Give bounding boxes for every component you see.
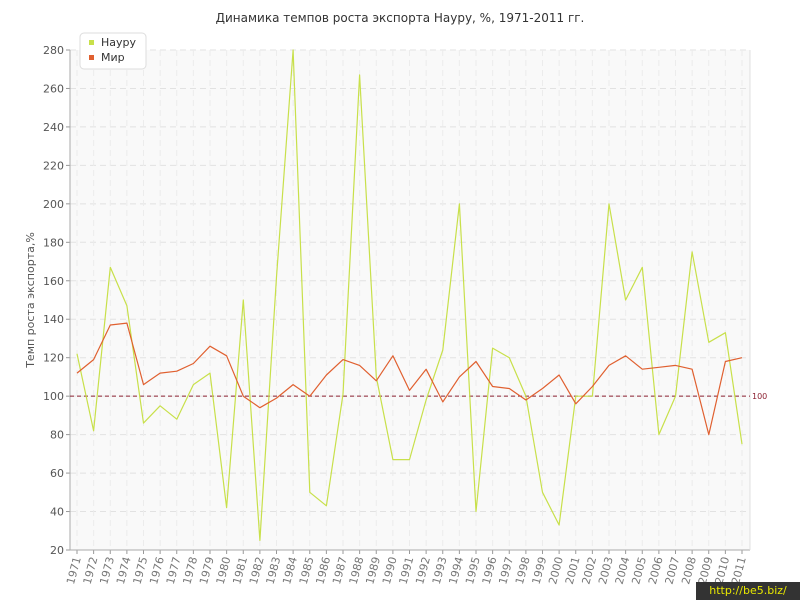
y-tick-label: 140 [43,313,64,326]
series-group [76,49,743,542]
y-tick-label: 100 [43,390,64,403]
y-tick-label: 60 [50,467,64,480]
y-axis-label: Темп роста экспорта,% [24,232,37,369]
grid [70,49,750,551]
legend-swatch [89,40,94,45]
legend-swatch [89,55,94,60]
y-tick-label: 160 [43,275,64,288]
y-tick-label: 220 [43,159,64,172]
reference-line-label: 100 [752,392,767,401]
legend-items: Науру Мир [89,36,137,64]
y-tick-label: 20 [50,544,64,557]
watermark[interactable]: http://be5.biz/ [696,582,800,600]
legend: Науру Мир [79,32,147,70]
legend-label: Науру [101,36,137,49]
y-tick-label: 260 [43,82,64,95]
legend-box [79,32,147,70]
y-tick-label: 240 [43,121,64,134]
y-tick-label: 80 [50,429,64,442]
y-tick-label: 40 [50,506,64,519]
y-tick-label: 200 [43,198,64,211]
reference-line-group: 100 [70,392,767,401]
y-tick-label: 280 [43,44,64,57]
series-line-world [76,322,743,436]
y-tick-label: 180 [43,236,64,249]
series-line-nauru [76,49,743,542]
legend-label: Мир [101,51,125,64]
y-tick-label: 120 [43,352,64,365]
chart-title: Динамика темпов роста экспорта Науру, %,… [216,11,585,25]
